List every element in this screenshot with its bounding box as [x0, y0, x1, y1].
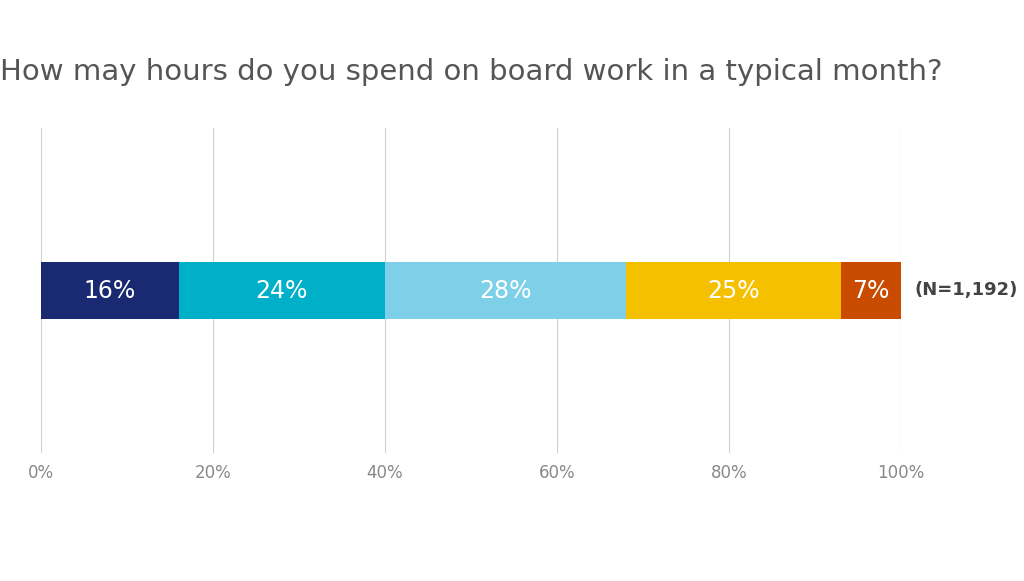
Text: 25%: 25% [708, 278, 760, 303]
Text: 7%: 7% [852, 278, 890, 303]
Bar [626, 262, 841, 319]
Text: How may hours do you spend on board work in a typical month?: How may hours do you spend on board work… [0, 58, 942, 86]
Bar [385, 262, 626, 319]
Bar [41, 262, 178, 319]
Text: 24%: 24% [256, 278, 308, 303]
Text: 28%: 28% [479, 278, 531, 303]
Text: (N=1,192): (N=1,192) [914, 282, 1018, 299]
Text: 16%: 16% [84, 278, 136, 303]
Bar [841, 262, 901, 319]
Bar [178, 262, 385, 319]
